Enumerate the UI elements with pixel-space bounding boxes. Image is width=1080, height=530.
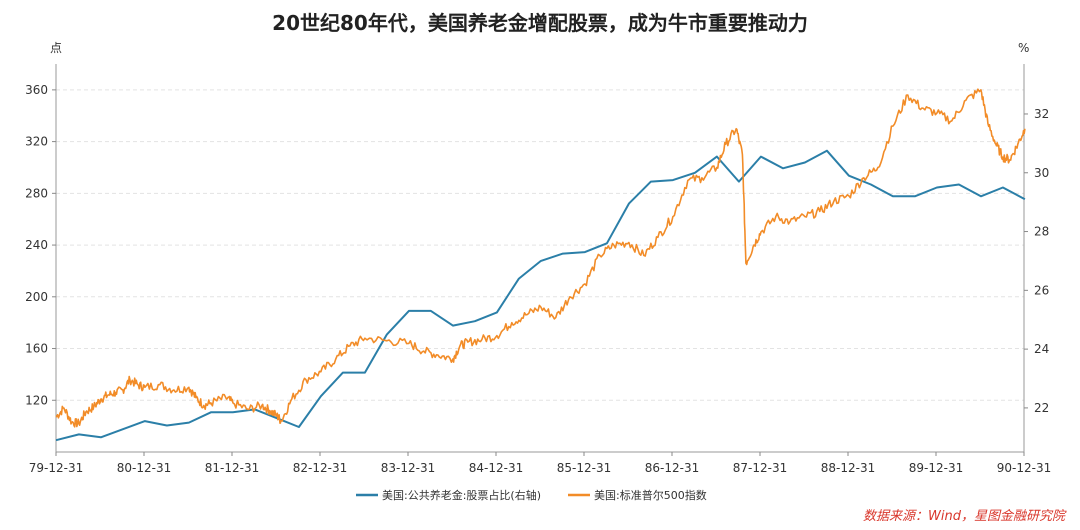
axes [55,64,1025,453]
x-tick-label: 88-12-31 [821,461,875,475]
left-tick-label: 360 [25,83,48,97]
legend-label-pension[interactable]: 美国:公共养老金:股票占比(右轴) [382,488,541,502]
left-tick-label: 240 [25,238,48,252]
right-tick-label: 30 [1034,166,1049,180]
x-tick-label: 83-12-31 [381,461,435,475]
x-tick-label: 89-12-31 [909,461,963,475]
x-tick-label: 87-12-31 [733,461,787,475]
x-tick-label: 79-12-31 [29,461,83,475]
x-tick-label: 86-12-31 [645,461,699,475]
x-tick-label: 82-12-31 [293,461,347,475]
left-tick-label: 160 [25,342,48,356]
x-axis-ticks: 79-12-31 80-12-31 81-12-31 82-12-31 83-12-31… [29,452,1051,475]
series-line-sp500 [55,88,1026,428]
x-tick-label: 84-12-31 [469,461,523,475]
left-tick-label: 280 [25,186,48,200]
source-note: 数据来源：Wind，星图金融研究院 [863,508,1067,524]
series-layer [55,88,1026,442]
left-tick-label: 320 [25,135,48,149]
chart-title: 20世纪80年代，美国养老金增配股票，成为牛市重要推动力 [272,11,808,35]
x-tick-label: 81-12-31 [205,461,259,475]
left-axis-ticks: 120 160 200 240 280 320 360 [25,83,56,407]
legend: 美国:公共养老金:股票占比(右轴) 美国:标准普尔500指数 [356,488,707,502]
right-axis-unit: % [1018,41,1029,55]
right-tick-label: 24 [1034,342,1049,356]
x-tick-label: 85-12-31 [557,461,611,475]
right-tick-label: 22 [1034,401,1049,415]
x-tick-label: 80-12-31 [117,461,171,475]
left-tick-label: 120 [25,393,48,407]
gridlines [56,89,1024,401]
left-tick-label: 200 [25,290,48,304]
right-tick-label: 26 [1034,283,1049,297]
left-axis-unit: 点 [50,41,62,55]
series-line-pension-equity-share [55,149,1026,442]
right-axis-ticks: 22 24 26 28 30 32 [1024,107,1049,415]
x-tick-label: 90-12-31 [997,461,1051,475]
right-tick-label: 28 [1034,225,1049,239]
right-tick-label: 32 [1034,107,1049,121]
legend-label-sp500[interactable]: 美国:标准普尔500指数 [594,488,707,502]
